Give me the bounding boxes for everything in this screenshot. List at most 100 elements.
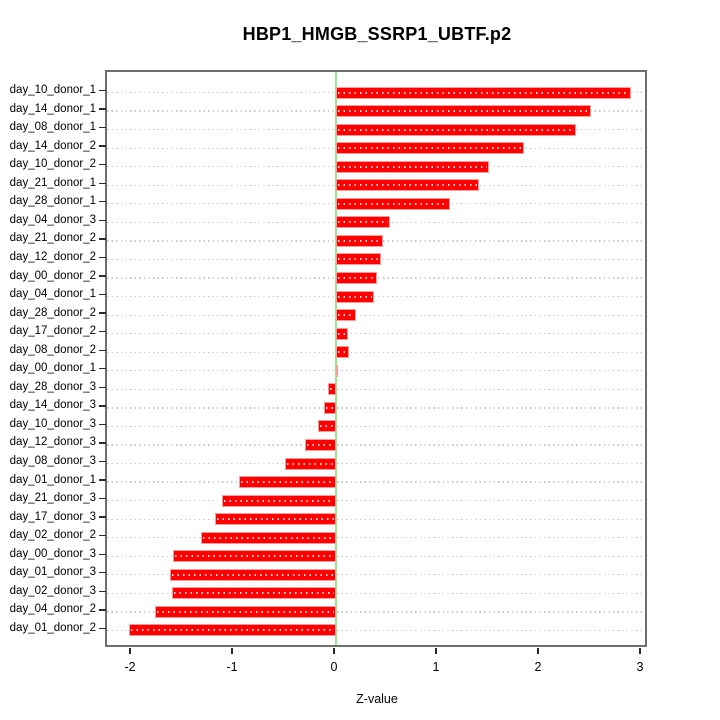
bar-dot-pattern (338, 332, 347, 335)
y-axis-label: day_14_donor_3 (9, 399, 96, 412)
gridline (107, 481, 645, 483)
gridline (107, 333, 645, 335)
y-tick (99, 572, 106, 574)
bar-dot-pattern (223, 499, 334, 502)
bar-day_02_donor_3 (171, 587, 336, 600)
bar-day_28_donor_1 (336, 197, 451, 210)
gridline (107, 370, 645, 372)
x-tick (435, 648, 437, 654)
bar-dot-pattern (338, 351, 348, 354)
bar-day_04_donor_1 (336, 290, 374, 303)
bar-day_12_donor_3 (305, 438, 336, 451)
y-tick (99, 516, 106, 518)
y-axis-label: day_17_donor_3 (9, 510, 96, 523)
y-tick (99, 442, 106, 444)
x-tick (231, 648, 233, 654)
bar-day_12_donor_2 (336, 253, 381, 266)
bar-day_10_donor_3 (317, 420, 336, 433)
y-tick (99, 238, 106, 240)
y-tick (99, 330, 106, 333)
bar-dot-pattern (338, 128, 574, 131)
y-tick (99, 312, 106, 314)
y-axis-label: day_00_donor_3 (9, 547, 96, 560)
bar-day_14_donor_1 (336, 105, 591, 118)
bar-day_04_donor_3 (336, 216, 391, 229)
x-tick (129, 648, 131, 654)
bar-day_28_donor_3 (327, 383, 336, 396)
y-axis-label: day_01_donor_2 (9, 621, 96, 634)
bar-dot-pattern (130, 629, 334, 632)
bar-dot-pattern (325, 406, 334, 409)
y-tick (99, 553, 106, 555)
y-axis-label: day_02_donor_2 (9, 529, 96, 542)
y-axis-label: day_28_donor_1 (9, 195, 96, 208)
y-axis-label: day_00_donor_1 (9, 362, 96, 375)
y-tick (99, 201, 106, 203)
gridline (107, 388, 645, 390)
x-tick-label: -2 (124, 660, 136, 674)
plot-area (105, 70, 647, 647)
y-tick (99, 126, 106, 129)
y-tick (99, 108, 106, 110)
y-tick (99, 89, 106, 92)
bar-dot-pattern (338, 239, 381, 242)
bar-dot-pattern (157, 610, 334, 613)
y-axis-label: day_02_donor_3 (9, 584, 96, 597)
y-axis-label: day_12_donor_2 (9, 250, 96, 263)
gridline (107, 444, 645, 446)
y-axis-label: day_14_donor_2 (9, 139, 96, 152)
bar-dot-pattern (338, 165, 487, 168)
bar-day_01_donor_3 (169, 568, 336, 581)
bar-dot-pattern (338, 110, 589, 113)
bar-dot-pattern (241, 481, 334, 484)
gridline (107, 592, 645, 595)
y-tick (99, 349, 106, 351)
y-axis-label: day_28_donor_2 (9, 306, 96, 319)
bar-day_00_donor_2 (336, 272, 377, 284)
bar-day_17_donor_3 (214, 513, 336, 526)
bar-dot-pattern (338, 277, 375, 279)
gridline (107, 518, 645, 520)
bar-day_10_donor_1 (336, 86, 631, 99)
y-axis-label: day_00_donor_2 (9, 269, 96, 282)
y-axis-label: day_10_donor_1 (9, 84, 96, 96)
chart-title: HBP1_HMGB_SSRP1_UBTF.p2 (242, 24, 512, 44)
y-axis-label: day_08_donor_1 (9, 121, 96, 134)
y-tick (99, 535, 106, 537)
gridline (107, 407, 645, 409)
y-axis-label: day_01_donor_1 (9, 473, 96, 486)
bar-day_10_donor_2 (336, 160, 489, 173)
y-tick (99, 145, 106, 147)
y-axis-label: day_08_donor_2 (9, 343, 96, 356)
y-axis-label: day_21_donor_2 (9, 232, 96, 245)
zero-reference-line (335, 72, 337, 645)
y-tick (99, 368, 106, 370)
bar-dot-pattern (216, 518, 334, 521)
gridline (107, 462, 645, 465)
y-axis-label: day_12_donor_3 (9, 436, 96, 449)
gridline (107, 574, 645, 576)
bar-day_21_donor_3 (221, 494, 336, 507)
y-tick (99, 590, 106, 593)
bar-dot-pattern (338, 202, 449, 205)
x-tick-label: 3 (636, 660, 644, 674)
y-axis-label: day_10_donor_2 (9, 158, 96, 171)
y-tick (99, 609, 106, 611)
x-tick-label: 1 (432, 660, 440, 674)
bar-dot-pattern (329, 388, 334, 391)
gridline (107, 611, 645, 613)
bar-dot-pattern (173, 592, 334, 595)
x-tick-label: -1 (226, 660, 238, 674)
y-axis-label: day_17_donor_2 (9, 325, 96, 338)
bar-dot-pattern (338, 314, 355, 317)
bar-day_08_donor_2 (336, 346, 350, 359)
gridline (107, 295, 645, 298)
gridline (107, 500, 645, 502)
bar-dot-pattern (338, 258, 379, 261)
bar-dot-pattern (338, 221, 389, 224)
y-tick (99, 164, 106, 166)
y-axis-label: day_21_donor_1 (9, 176, 96, 189)
bar-day_28_donor_2 (336, 309, 357, 322)
y-axis-label: day_28_donor_3 (9, 380, 96, 393)
gridline (107, 425, 645, 428)
